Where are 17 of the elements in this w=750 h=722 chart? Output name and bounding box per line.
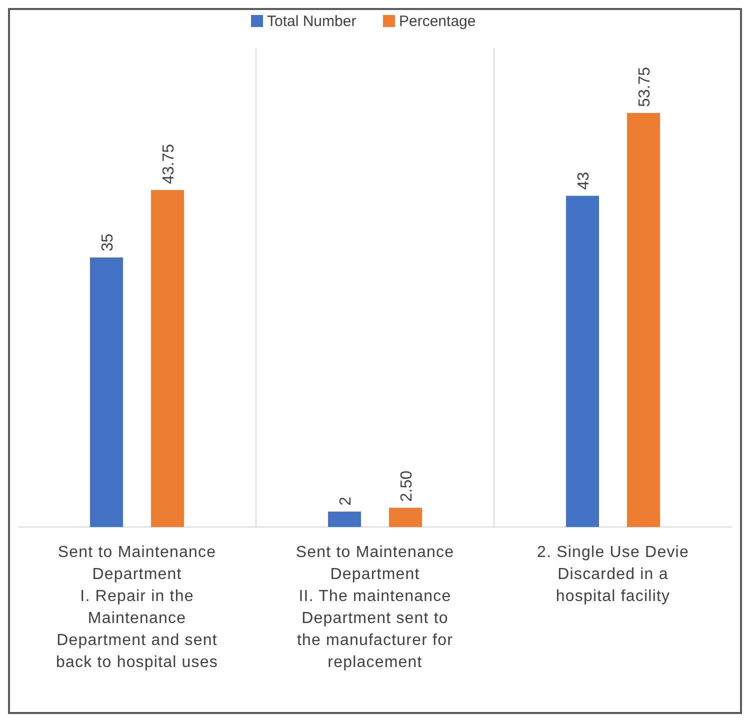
bar (90, 257, 123, 527)
data-label: 53.75 (636, 66, 654, 107)
bar (389, 508, 422, 527)
bar (566, 196, 599, 527)
data-label: 2 (338, 496, 354, 506)
bar (151, 190, 184, 527)
x-tick-label: Sent to Maintenance Department I. Repair in the Maintenance Department and sent back to hospital uses (56, 544, 218, 671)
data-label: 43.75 (160, 144, 178, 184)
data-label: 35 (100, 234, 116, 252)
data-label: 43 (576, 172, 592, 190)
bar (328, 512, 361, 527)
x-tick-label: 2. Single Use Devie Discarded in a hospital facility (537, 544, 689, 605)
bar (627, 113, 660, 527)
data-label: 2.50 (398, 470, 416, 502)
legend-label: Total Number (267, 13, 356, 30)
legend-label: Percentage (399, 13, 476, 30)
x-tick-label: Sent to Maintenance Department II. The maintenance Department sent to the manufacturer for replacement (296, 544, 454, 671)
